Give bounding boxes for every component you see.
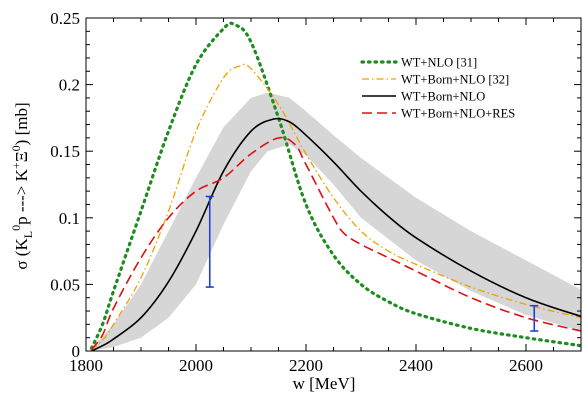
- legend-label: WT+Born+NLO+RES: [401, 107, 515, 121]
- series-line-2: [91, 63, 581, 351]
- y-tick-label: 0.25: [50, 9, 80, 28]
- y-axis-title-suffix: ) [mb]: [12, 102, 31, 145]
- x-tick-label: 2200: [289, 356, 323, 375]
- y-tick-label: 0: [72, 342, 81, 361]
- x-tick-label: 2600: [509, 356, 543, 375]
- series-layer: [89, 21, 581, 351]
- tick-layer: 1800 2000 2200 2400 2600 0 0.05 0.1 0.15 0.2 0.25: [50, 9, 582, 375]
- x-tick-label: 2000: [179, 356, 213, 375]
- y-axis-title-prefix: σ (K: [12, 238, 31, 270]
- legend: WT+NLO [31] WT+Born+NLO [32] WT+Born+NLO WT…: [360, 56, 515, 121]
- y-tick-label: 0.2: [59, 76, 80, 95]
- y-axis-title-mid: p ---> K: [12, 168, 31, 225]
- legend-entry-4: WT+Born+NLO+RES: [362, 107, 515, 121]
- legend-entry-3: WT+Born+NLO: [362, 90, 485, 104]
- y-axis-title-sup3: 0: [9, 145, 23, 151]
- x-axis-title: w [MeV]: [293, 374, 356, 393]
- legend-label: WT+Born+NLO: [401, 90, 485, 104]
- y-tick-label: 0.1: [59, 209, 80, 228]
- uncertainty-band-layer: [91, 92, 581, 351]
- error-bar-layer: [205, 195, 539, 332]
- y-axis-title: σ (KL0p ---> K+Ξ0) [mb]: [9, 102, 35, 269]
- error-bar-1: [205, 195, 214, 288]
- y-axis-title-sub1: L: [21, 231, 35, 238]
- uncertainty-band: [91, 92, 581, 351]
- x-tick-label: 1800: [69, 356, 103, 375]
- x-tick-label: 2400: [399, 356, 433, 375]
- y-tick-label: 0.05: [50, 275, 80, 294]
- y-axis-title-xi: Ξ: [12, 151, 31, 162]
- series-line-4: [90, 136, 581, 351]
- y-axis-title-sup2: +: [9, 162, 23, 169]
- y-axis-title-sup1: 0: [9, 225, 23, 231]
- error-bar-2: [530, 304, 539, 332]
- legend-label: WT+NLO [31]: [401, 56, 477, 70]
- series-line-3: [91, 117, 581, 351]
- legend-entry-1: WT+NLO [31]: [360, 56, 477, 70]
- y-tick-label: 0.15: [50, 142, 80, 161]
- legend-label: WT+Born+NLO [32]: [401, 73, 509, 87]
- legend-entry-2: WT+Born+NLO [32]: [362, 73, 509, 87]
- series-line-1: [89, 21, 581, 350]
